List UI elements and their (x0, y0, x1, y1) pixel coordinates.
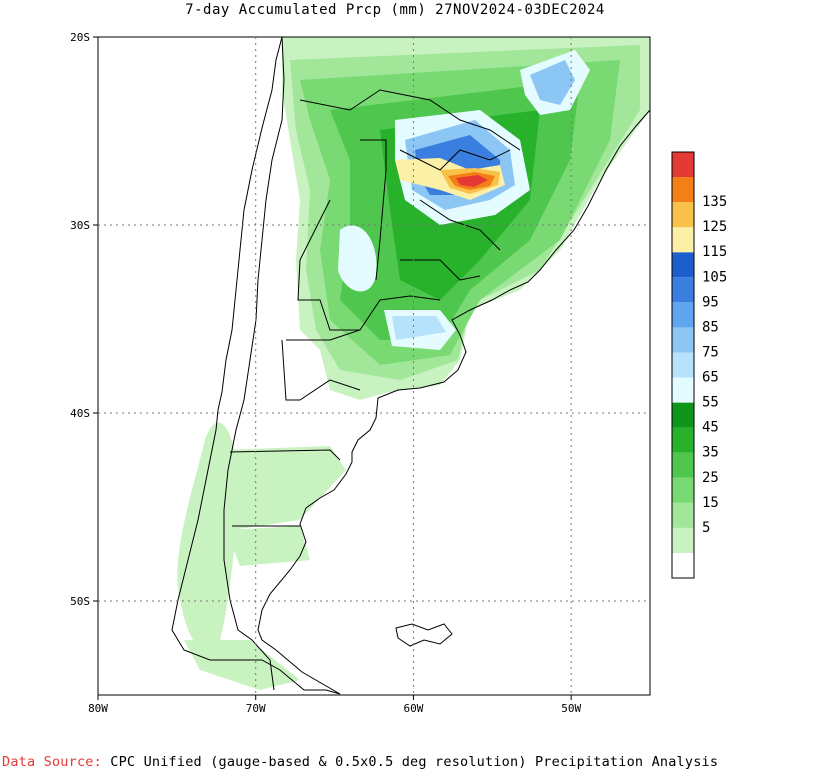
lon-tick-label: 80W (88, 702, 108, 715)
precipitation-shading (177, 37, 650, 690)
data-source-label: Data Source: (2, 754, 102, 770)
lat-tick-label: 50S (70, 595, 90, 608)
map-frame (97, 36, 651, 696)
axis-ticks: 20S 30S 40S 50S 80W 70W 60W 50W (70, 31, 581, 715)
south-america-coastline (171, 36, 651, 695)
data-source: Data Source: CPC Unified (gauge-based & … (2, 754, 718, 770)
data-source-text: CPC Unified (gauge-based & 0.5x0.5 deg r… (110, 754, 719, 770)
falkland-islands (395, 623, 453, 647)
precip-region (226, 526, 310, 566)
precip-region (530, 60, 575, 105)
lat-tick-label: 20S (70, 31, 90, 44)
andes-border (223, 36, 285, 691)
precip-region (338, 225, 377, 292)
precip-region (222, 446, 346, 530)
lat-tick-label: 30S (70, 219, 90, 232)
map-title: 7-day Accumulated Prcp (mm) 27NOV2024-03… (185, 2, 605, 18)
lat-tick-label: 40S (70, 407, 90, 420)
lon-tick-label: 70W (246, 702, 266, 715)
precip-region (456, 175, 488, 187)
lon-tick-label: 60W (403, 702, 423, 715)
precip-region (392, 316, 446, 340)
precip-region (177, 422, 237, 650)
graticule (98, 37, 650, 695)
lon-tick-label: 50W (561, 702, 581, 715)
precip-region (184, 640, 300, 690)
